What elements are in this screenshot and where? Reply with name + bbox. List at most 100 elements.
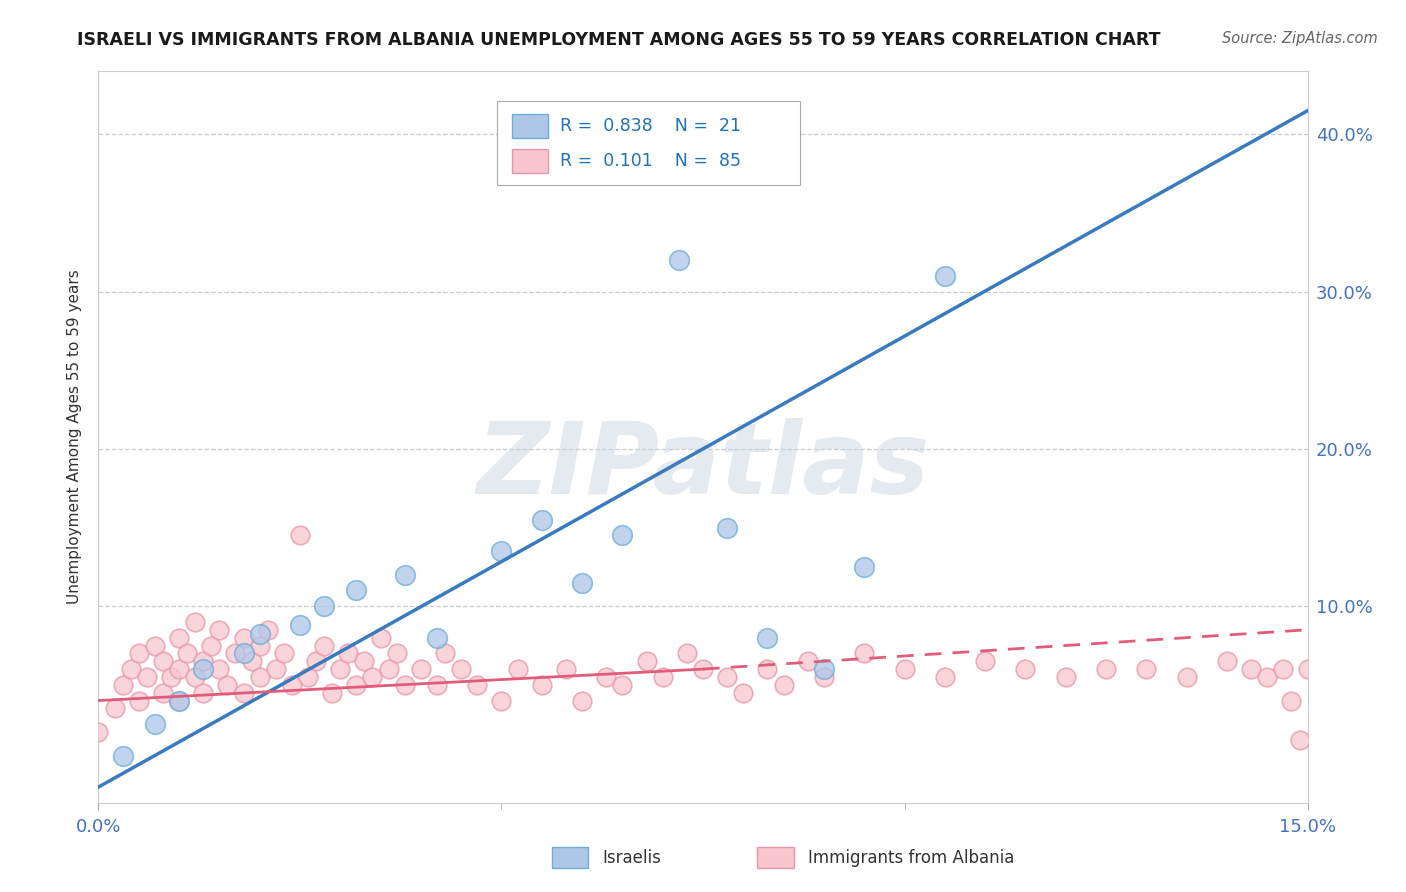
Point bbox=[756, 662, 779, 676]
Point bbox=[344, 678, 367, 692]
Point bbox=[135, 670, 157, 684]
Point bbox=[530, 513, 553, 527]
FancyBboxPatch shape bbox=[498, 101, 800, 185]
Point bbox=[152, 654, 174, 668]
Point bbox=[103, 701, 125, 715]
Point bbox=[217, 678, 239, 692]
Point bbox=[716, 670, 738, 684]
Bar bbox=[512, 114, 548, 137]
Point bbox=[167, 693, 190, 707]
Point bbox=[160, 670, 183, 684]
Point bbox=[232, 631, 254, 645]
Point bbox=[893, 662, 915, 676]
Point bbox=[772, 678, 794, 692]
Point bbox=[232, 646, 254, 660]
Point bbox=[612, 678, 634, 692]
Point bbox=[934, 268, 956, 283]
Point bbox=[240, 654, 263, 668]
Point bbox=[651, 670, 673, 684]
Point bbox=[716, 520, 738, 534]
Point bbox=[733, 686, 755, 700]
Point bbox=[167, 631, 190, 645]
Point bbox=[1216, 654, 1239, 668]
Point bbox=[314, 639, 336, 653]
Point bbox=[184, 670, 207, 684]
Point bbox=[426, 631, 449, 645]
Point bbox=[853, 559, 876, 574]
Point bbox=[152, 686, 174, 700]
Point bbox=[337, 646, 360, 660]
Point bbox=[450, 662, 472, 676]
Point bbox=[491, 693, 513, 707]
Text: Israelis: Israelis bbox=[603, 848, 661, 867]
Point bbox=[288, 618, 311, 632]
Point bbox=[1135, 662, 1157, 676]
Point bbox=[87, 725, 110, 739]
Point bbox=[249, 627, 271, 641]
Point bbox=[176, 646, 198, 660]
Point bbox=[636, 654, 658, 668]
Point bbox=[813, 662, 835, 676]
Point bbox=[128, 693, 150, 707]
Point bbox=[853, 646, 876, 660]
Point bbox=[193, 662, 215, 676]
Point bbox=[465, 678, 488, 692]
Bar bbox=[512, 149, 548, 173]
Point bbox=[571, 575, 593, 590]
Point bbox=[297, 670, 319, 684]
Text: ISRAELI VS IMMIGRANTS FROM ALBANIA UNEMPLOYMENT AMONG AGES 55 TO 59 YEARS CORREL: ISRAELI VS IMMIGRANTS FROM ALBANIA UNEMP… bbox=[77, 31, 1161, 49]
Point bbox=[329, 662, 352, 676]
Point bbox=[506, 662, 529, 676]
Point bbox=[281, 678, 304, 692]
Point bbox=[1054, 670, 1077, 684]
Point bbox=[385, 646, 408, 660]
Point bbox=[530, 678, 553, 692]
Point bbox=[1296, 662, 1319, 676]
Point bbox=[491, 544, 513, 558]
Bar bbox=[758, 847, 794, 868]
Point bbox=[361, 670, 384, 684]
Point bbox=[143, 717, 166, 731]
Point bbox=[1256, 670, 1278, 684]
Point bbox=[305, 654, 328, 668]
Point bbox=[256, 623, 278, 637]
Point bbox=[1175, 670, 1198, 684]
Point bbox=[1272, 662, 1295, 676]
Point bbox=[193, 654, 215, 668]
Point bbox=[595, 670, 617, 684]
Point bbox=[1240, 662, 1263, 676]
Point bbox=[167, 693, 190, 707]
Point bbox=[200, 639, 222, 653]
Text: Immigrants from Albania: Immigrants from Albania bbox=[808, 848, 1015, 867]
Point bbox=[555, 662, 578, 676]
Point bbox=[167, 662, 190, 676]
Point bbox=[668, 253, 690, 268]
Point bbox=[974, 654, 997, 668]
Point bbox=[314, 599, 336, 614]
Point bbox=[756, 631, 779, 645]
Point bbox=[224, 646, 246, 660]
Point bbox=[249, 639, 271, 653]
Point bbox=[394, 567, 416, 582]
Point bbox=[353, 654, 375, 668]
Point bbox=[426, 678, 449, 692]
Point bbox=[394, 678, 416, 692]
Point bbox=[184, 615, 207, 629]
Point bbox=[208, 623, 231, 637]
Point bbox=[111, 748, 134, 763]
Point bbox=[232, 686, 254, 700]
Text: R =  0.838    N =  21: R = 0.838 N = 21 bbox=[561, 117, 741, 135]
Point bbox=[208, 662, 231, 676]
Point bbox=[143, 639, 166, 653]
Point bbox=[370, 631, 392, 645]
Y-axis label: Unemployment Among Ages 55 to 59 years: Unemployment Among Ages 55 to 59 years bbox=[67, 269, 83, 605]
Point bbox=[692, 662, 714, 676]
Point bbox=[120, 662, 142, 676]
Point bbox=[193, 686, 215, 700]
Point bbox=[676, 646, 699, 660]
Point bbox=[264, 662, 287, 676]
Point bbox=[288, 528, 311, 542]
Point bbox=[344, 583, 367, 598]
Bar bbox=[551, 847, 588, 868]
Point bbox=[797, 654, 820, 668]
